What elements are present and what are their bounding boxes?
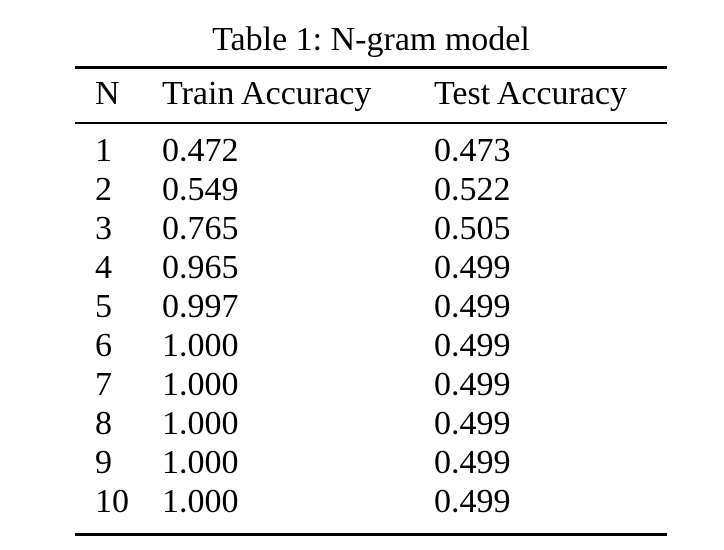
cell-test-accuracy: 0.499 bbox=[434, 405, 511, 442]
cell-test-accuracy: 0.499 bbox=[434, 249, 511, 286]
table-row: 8 1.000 0.499 bbox=[95, 404, 667, 443]
cell-test-accuracy: 0.505 bbox=[434, 210, 511, 247]
cell-n: 1 bbox=[95, 132, 112, 169]
cell-test-accuracy: 0.499 bbox=[434, 327, 511, 364]
cell-test-accuracy: 0.499 bbox=[434, 288, 511, 325]
cell-n: 10 bbox=[95, 483, 129, 520]
cell-n: 4 bbox=[95, 249, 112, 286]
cell-test-accuracy: 0.473 bbox=[434, 132, 511, 169]
cell-test-accuracy: 0.522 bbox=[434, 171, 511, 208]
column-header-test-accuracy: Test Accuracy bbox=[434, 75, 628, 112]
cell-test-accuracy: 0.499 bbox=[434, 483, 511, 520]
cell-train-accuracy: 0.997 bbox=[162, 288, 239, 325]
cell-train-accuracy: 1.000 bbox=[162, 483, 239, 520]
table-row: 1 0.472 0.473 bbox=[95, 131, 667, 170]
cell-train-accuracy: 1.000 bbox=[162, 366, 239, 403]
cell-n: 2 bbox=[95, 171, 112, 208]
cell-test-accuracy: 0.499 bbox=[434, 366, 511, 403]
table-row: 7 1.000 0.499 bbox=[95, 365, 667, 404]
table-mid-rule bbox=[75, 122, 667, 124]
cell-train-accuracy: 1.000 bbox=[162, 327, 239, 364]
table-row: 9 1.000 0.499 bbox=[95, 443, 667, 482]
cell-n: 7 bbox=[95, 366, 112, 403]
table-top-rule bbox=[75, 66, 667, 69]
cell-train-accuracy: 0.765 bbox=[162, 210, 239, 247]
table-row: 2 0.549 0.522 bbox=[95, 170, 667, 209]
cell-train-accuracy: 0.549 bbox=[162, 171, 239, 208]
cell-train-accuracy: 1.000 bbox=[162, 444, 239, 481]
table-body: 1 0.472 0.473 2 0.549 0.522 3 0.765 0.50… bbox=[75, 124, 667, 521]
table-bottom-rule bbox=[75, 533, 667, 536]
cell-n: 3 bbox=[95, 210, 112, 247]
table-row: 5 0.997 0.499 bbox=[95, 287, 667, 326]
table-header-row: N Train Accuracy Test Accuracy bbox=[75, 69, 667, 119]
column-header-n: N bbox=[95, 75, 120, 112]
cell-n: 5 bbox=[95, 288, 112, 325]
column-header-train-accuracy: Train Accuracy bbox=[162, 75, 372, 112]
cell-train-accuracy: 1.000 bbox=[162, 405, 239, 442]
cell-train-accuracy: 0.965 bbox=[162, 249, 239, 286]
cell-train-accuracy: 0.472 bbox=[162, 132, 239, 169]
table-row: 4 0.965 0.499 bbox=[95, 248, 667, 287]
cell-n: 8 bbox=[95, 405, 112, 442]
cell-n: 9 bbox=[95, 444, 112, 481]
table-row: 3 0.765 0.505 bbox=[95, 209, 667, 248]
table-row: 10 1.000 0.499 bbox=[95, 482, 667, 521]
table-caption: Table 1: N-gram model bbox=[212, 21, 530, 58]
cell-test-accuracy: 0.499 bbox=[434, 444, 511, 481]
cell-n: 6 bbox=[95, 327, 112, 364]
table-row: 6 1.000 0.499 bbox=[95, 326, 667, 365]
